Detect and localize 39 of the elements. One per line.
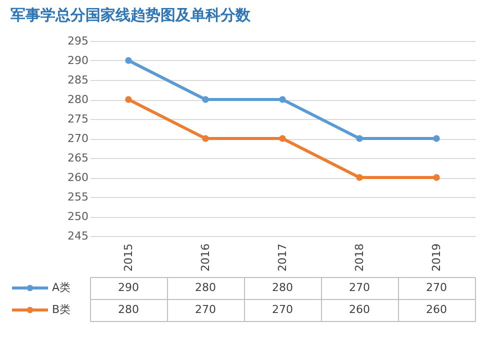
- data-label: 260: [426, 303, 447, 316]
- point: [356, 174, 363, 181]
- point: [202, 96, 209, 103]
- data-label: 280: [195, 281, 216, 294]
- y-tick-label: 295: [68, 34, 88, 48]
- legend-label: A类: [52, 281, 71, 294]
- x-tick-label: 2017: [276, 244, 289, 272]
- point: [433, 174, 440, 181]
- point: [279, 135, 286, 142]
- point: [202, 135, 209, 142]
- data-label: 270: [272, 303, 293, 316]
- y-tick-label: 270: [68, 132, 88, 145]
- y-tick-label: 275: [68, 112, 88, 126]
- x-tick-label: 2015: [122, 244, 135, 272]
- data-label: 270: [195, 303, 216, 316]
- y-tick-label: 290: [68, 54, 88, 67]
- point: [125, 96, 132, 103]
- y-tick-label: 245: [68, 230, 88, 242]
- data-label: 280: [272, 281, 293, 294]
- data-label: 260: [349, 303, 370, 316]
- y-tick-label: 255: [68, 190, 88, 204]
- data-label: 290: [118, 281, 139, 294]
- y-tick-label: 285: [68, 74, 88, 86]
- x-tick-label: 2018: [353, 244, 366, 272]
- data-label: 270: [349, 281, 370, 294]
- x-tick-label: 2019: [430, 244, 443, 272]
- point: [279, 96, 286, 103]
- x-tick-label: 2016: [199, 244, 212, 272]
- y-tick-label: 250: [68, 210, 88, 223]
- data-label: 280: [118, 303, 139, 316]
- chart-title: 军事学总分国家线趋势图及单科分数: [10, 6, 252, 24]
- data-label: 270: [426, 281, 447, 294]
- y-tick-label: 280: [68, 93, 88, 106]
- y-tick-label: 265: [68, 152, 88, 164]
- y-tick-label: 260: [68, 171, 88, 184]
- legend-label: B类: [52, 303, 71, 316]
- point: [356, 135, 363, 142]
- point: [433, 135, 440, 142]
- point: [125, 57, 132, 64]
